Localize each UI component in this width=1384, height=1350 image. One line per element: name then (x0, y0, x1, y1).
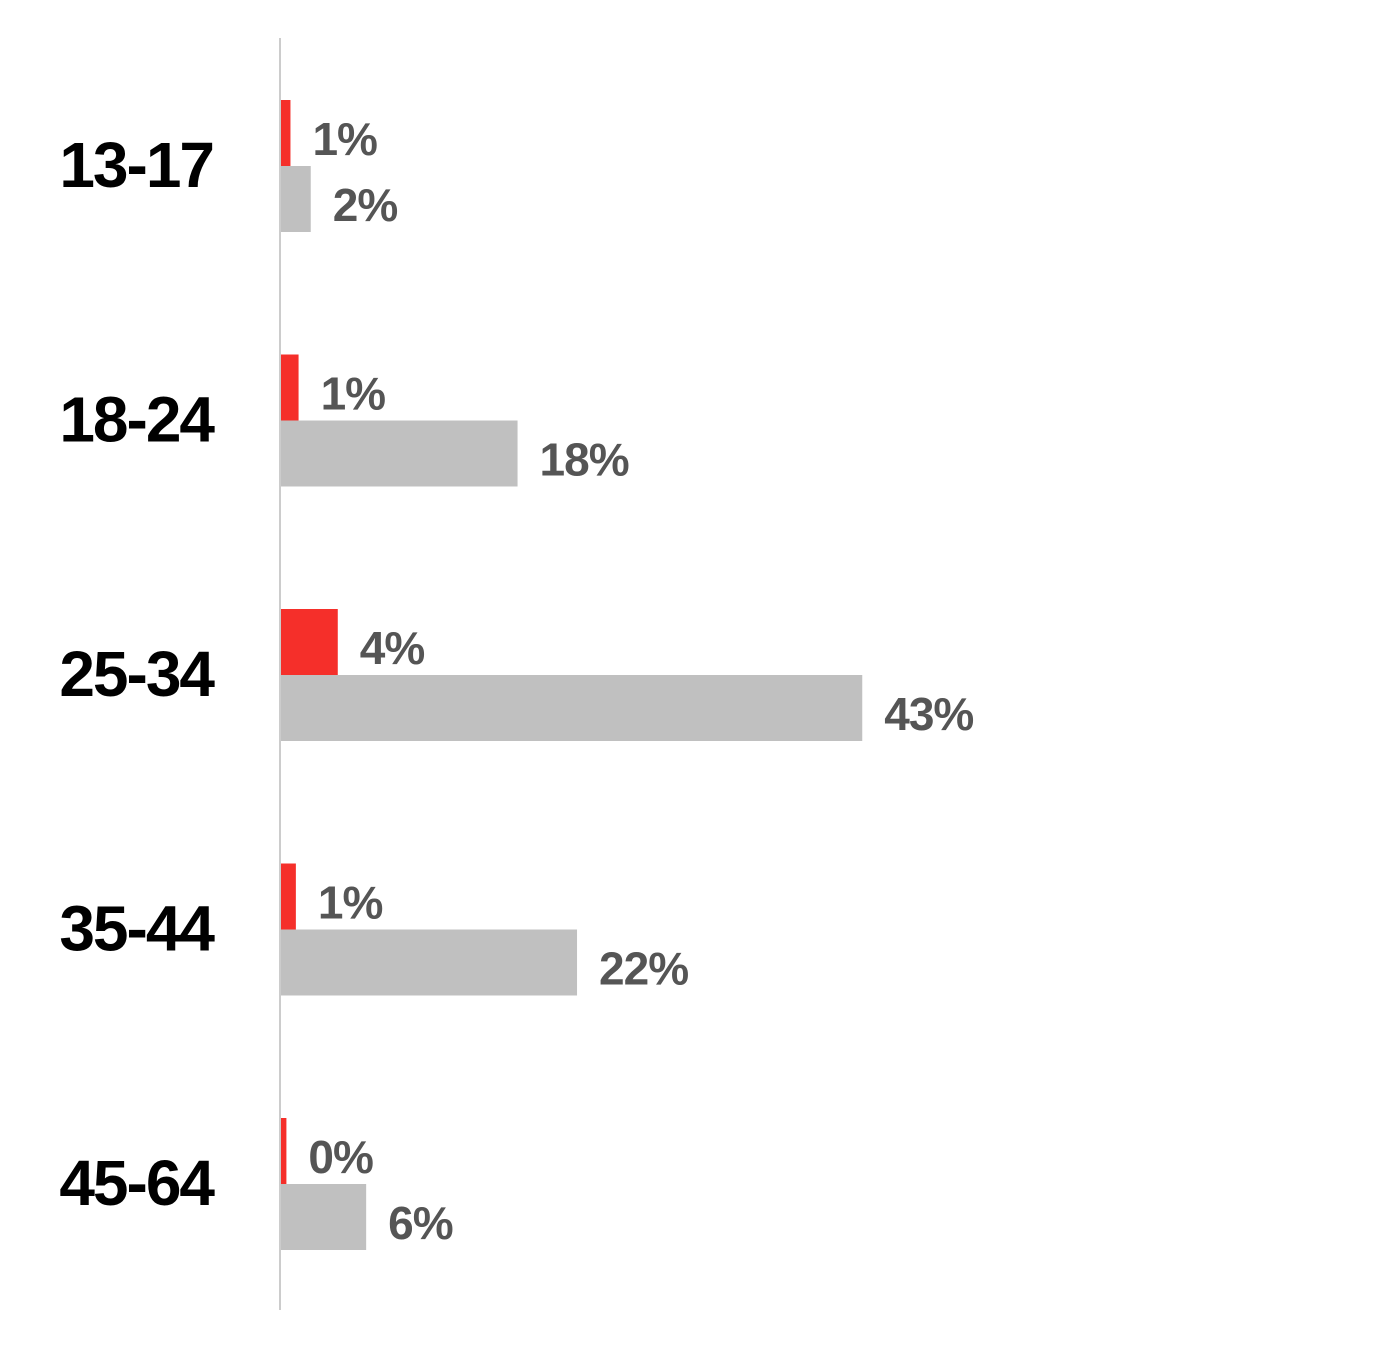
category-label: 18-24 (59, 383, 215, 455)
value-label: 18% (540, 434, 629, 486)
value-label: 1% (321, 368, 386, 420)
value-label: 1% (312, 113, 377, 165)
value-label: 4% (360, 622, 425, 674)
category-label: 13-17 (59, 129, 213, 201)
category-label: 45-64 (59, 1147, 215, 1219)
value-label: 22% (599, 943, 688, 995)
category-label: 35-44 (59, 892, 215, 964)
bar (281, 420, 518, 487)
bar (281, 609, 338, 675)
value-label: 6% (388, 1197, 453, 1249)
value-label: 2% (333, 179, 398, 231)
category-label: 25-34 (59, 638, 215, 710)
value-label: 1% (318, 877, 383, 929)
bar (281, 166, 311, 232)
value-label: 43% (884, 688, 973, 740)
bar (281, 100, 291, 166)
bar (281, 1184, 367, 1250)
value-label: 0% (308, 1131, 373, 1183)
bar (281, 675, 863, 741)
bar (281, 354, 299, 421)
bar (281, 929, 578, 996)
bar (281, 863, 296, 930)
bar (281, 1118, 287, 1184)
